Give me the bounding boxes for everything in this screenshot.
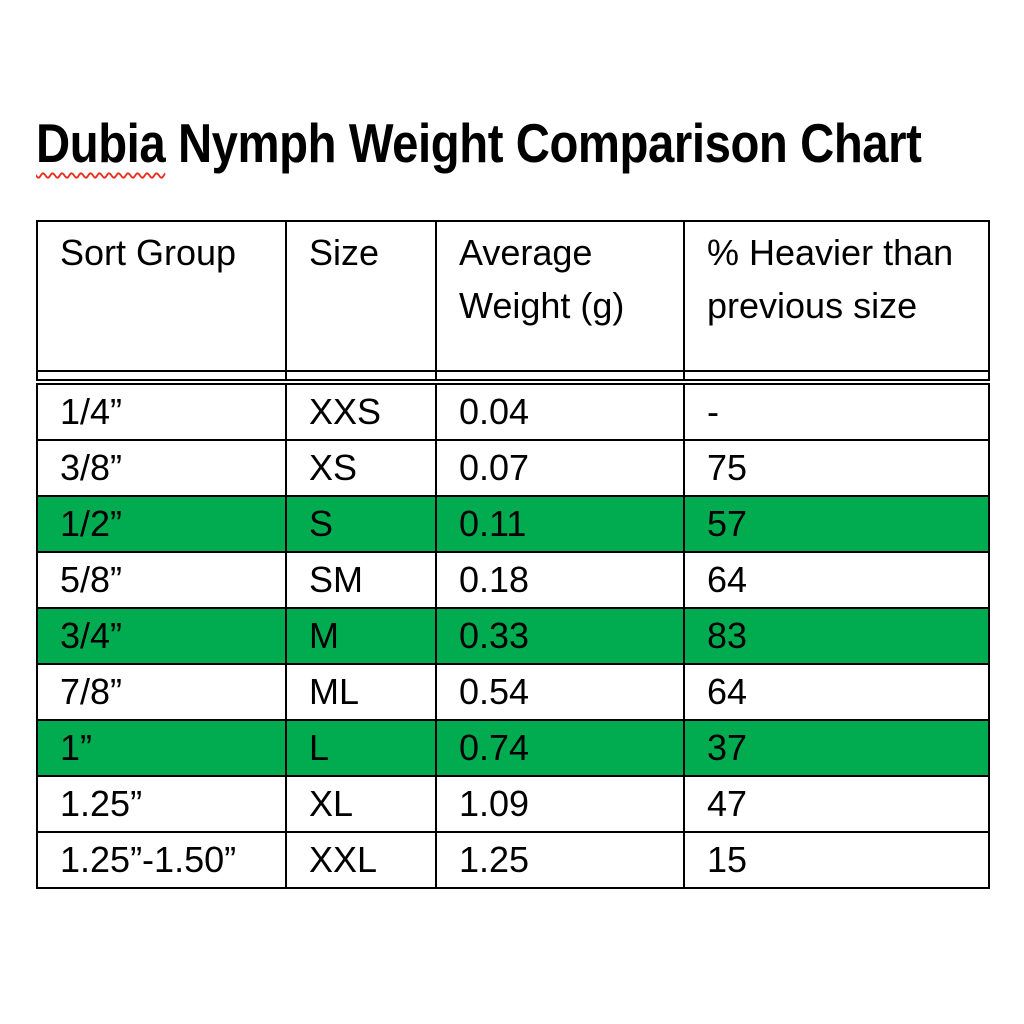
cell-sort-group: 1/4” xyxy=(36,381,287,441)
cell-pct-heavier: 37 xyxy=(683,719,990,777)
cell-size: ML xyxy=(285,663,437,721)
cell-average-weight: 0.11 xyxy=(435,495,685,553)
cell-pct-heavier: 75 xyxy=(683,439,990,497)
header-separator-row xyxy=(36,370,990,385)
cell-pct-heavier: 47 xyxy=(683,775,990,833)
table-row: 3/4” M 0.33 83 xyxy=(36,607,990,665)
header-separator-cell xyxy=(683,370,990,385)
cell-pct-heavier: 15 xyxy=(683,831,990,889)
cell-average-weight: 0.18 xyxy=(435,551,685,609)
title-rest: Nymph Weight Comparison Chart xyxy=(165,112,922,174)
weight-comparison-table: Sort Group Size Average Weight (g) % Hea… xyxy=(36,220,990,889)
cell-average-weight: 0.54 xyxy=(435,663,685,721)
table-row: 1” L 0.74 37 xyxy=(36,719,990,777)
table-row: 1/4” XXS 0.04 - xyxy=(36,381,990,441)
cell-size: XL xyxy=(285,775,437,833)
cell-average-weight: 0.33 xyxy=(435,607,685,665)
cell-average-weight: 1.25 xyxy=(435,831,685,889)
cell-pct-heavier: - xyxy=(683,381,990,441)
column-header-pct-heavier: % Heavier than previous size xyxy=(683,220,990,372)
cell-size: XXS xyxy=(285,381,437,441)
table-row: 1/2” S 0.11 57 xyxy=(36,495,990,553)
cell-size: S xyxy=(285,495,437,553)
page-title: Dubia Nymph Weight Comparison Chart xyxy=(36,116,922,171)
cell-average-weight: 1.09 xyxy=(435,775,685,833)
cell-average-weight: 0.04 xyxy=(435,381,685,441)
table-row: 5/8” SM 0.18 64 xyxy=(36,551,990,609)
cell-size: M xyxy=(285,607,437,665)
header-separator-cell xyxy=(36,370,287,385)
cell-sort-group: 1” xyxy=(36,719,287,777)
title-misspelled-word: Dubia xyxy=(36,112,166,174)
cell-sort-group: 1.25”-1.50” xyxy=(36,831,287,889)
cell-sort-group: 1/2” xyxy=(36,495,287,553)
column-header-size: Size xyxy=(285,220,437,372)
column-header-average-weight: Average Weight (g) xyxy=(435,220,685,372)
cell-sort-group: 3/4” xyxy=(36,607,287,665)
cell-size: SM xyxy=(285,551,437,609)
table-row: 3/8” XS 0.07 75 xyxy=(36,439,990,497)
column-header-sort-group: Sort Group xyxy=(36,220,287,372)
cell-pct-heavier: 64 xyxy=(683,663,990,721)
cell-size: L xyxy=(285,719,437,777)
cell-pct-heavier: 64 xyxy=(683,551,990,609)
table-row: 7/8” ML 0.54 64 xyxy=(36,663,990,721)
cell-pct-heavier: 83 xyxy=(683,607,990,665)
header-separator-cell xyxy=(435,370,685,385)
table-row: 1.25”-1.50” XXL 1.25 15 xyxy=(36,831,990,889)
cell-average-weight: 0.07 xyxy=(435,439,685,497)
cell-pct-heavier: 57 xyxy=(683,495,990,553)
cell-sort-group: 5/8” xyxy=(36,551,287,609)
cell-size: XS xyxy=(285,439,437,497)
cell-average-weight: 0.74 xyxy=(435,719,685,777)
cell-sort-group: 7/8” xyxy=(36,663,287,721)
header-row: Sort Group Size Average Weight (g) % Hea… xyxy=(36,220,990,372)
cell-size: XXL xyxy=(285,831,437,889)
cell-sort-group: 3/8” xyxy=(36,439,287,497)
cell-sort-group: 1.25” xyxy=(36,775,287,833)
header-separator-cell xyxy=(285,370,437,385)
table-row: 1.25” XL 1.09 47 xyxy=(36,775,990,833)
